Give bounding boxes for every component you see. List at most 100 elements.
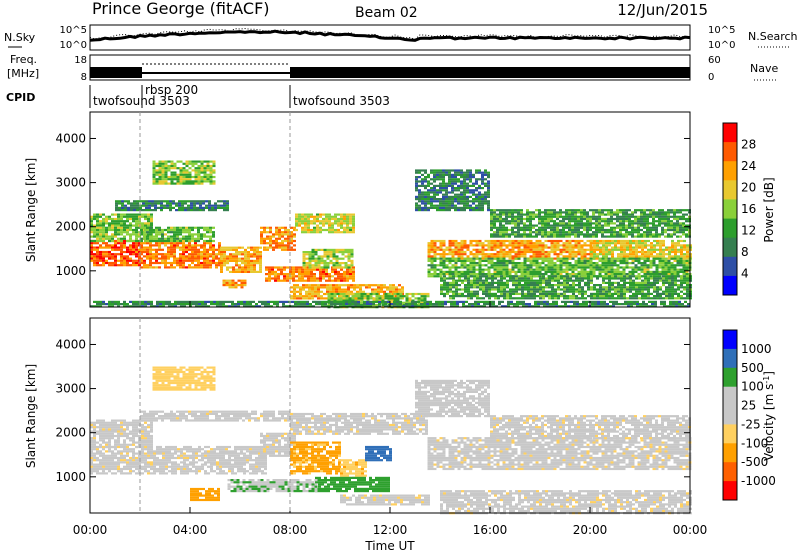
velocity-region-3	[290, 412, 428, 435]
power-region-17	[490, 209, 691, 238]
power-region-5	[140, 226, 215, 243]
noise-left-tick-bottom: 10^0	[60, 40, 87, 51]
noise-sky-trace	[89, 29, 691, 42]
power-ytick-label-1: 2000	[55, 220, 86, 234]
freq-left-tick-top: 18	[74, 55, 87, 66]
time-tick-label-1: 04:00	[173, 523, 208, 537]
velocity-colorbar: 1000 500 100 25 -25 -100 -500 -1000	[722, 329, 776, 501]
noise-panel: N.Sky 10^5 10^0 10^5 10^0 N.Search	[4, 24, 798, 51]
power-panel: 1000 2000 3000 4000 Slant Range [km] 4 8 12 16…	[24, 111, 776, 309]
power-yticks: 1000 2000 3000 4000	[55, 131, 690, 278]
power-colorbar-tick-5: 24	[741, 159, 756, 173]
power-colorbar-swatch-8	[723, 275, 737, 296]
velocity-region-13	[365, 445, 392, 462]
velocity-region-10	[190, 487, 220, 502]
velocity-region-0	[90, 445, 267, 475]
power-region-18	[415, 169, 490, 212]
power-colorbar-swatch-0	[723, 123, 737, 143]
freq-band-1	[90, 67, 142, 78]
power-region-1	[140, 242, 221, 269]
velocity-colorbar-swatch-4	[723, 405, 737, 425]
time-tick-label-4: 16:00	[473, 523, 508, 537]
velocity-panel: 1000 2000 3000 4000 00:00 04:00 08:00 12:00 16:…	[24, 317, 776, 553]
velocity-colorbar-tick-7: -1000	[741, 474, 776, 488]
power-region-16	[440, 275, 692, 300]
velocity-region-15	[440, 490, 692, 515]
cpid-change-markers	[139, 112, 291, 513]
freq-unit-label: [MHz]	[7, 67, 39, 80]
freq-right-tick-bottom: 0	[708, 72, 714, 83]
power-colorbar-tick-0: 4	[741, 267, 749, 281]
power-colorbar-tick-1: 8	[741, 245, 749, 259]
velocity-region-14	[415, 379, 490, 418]
velocity-region-6	[290, 441, 341, 475]
velocity-colorbar-tick-4: -25	[741, 417, 761, 431]
freq-label: Freq.	[10, 53, 37, 66]
time-tick-label-2: 08:00	[273, 523, 308, 537]
power-colorbar-tick-2: 12	[741, 224, 756, 238]
velocity-region-16	[490, 415, 691, 440]
power-colorbar-frame	[722, 122, 738, 296]
power-colorbar-tick-6: 28	[741, 138, 756, 152]
velocity-colorbar-swatch-8	[723, 481, 737, 501]
power-ytick-label-2: 3000	[55, 176, 86, 190]
power-colorbar-swatch-7	[723, 256, 737, 277]
velocity-colorbar-tick-1: 500	[741, 361, 764, 375]
velocity-colorbar-frame	[722, 329, 738, 501]
velocity-colorbar-swatch-3	[723, 386, 737, 407]
time-tick-label-0: 00:00	[73, 523, 108, 537]
power-colorbar-swatch-2	[723, 161, 737, 181]
velocity-yticks: 1000 2000 3000 4000	[55, 337, 690, 484]
velocity-colorbar-swatch-5	[723, 424, 737, 444]
velocity-region-7	[340, 459, 367, 479]
power-region-6	[115, 200, 229, 212]
time-tick-label-5: 20:00	[573, 523, 608, 537]
noise-sky-label: N.Sky	[4, 31, 36, 44]
velocity-ytick-label-1: 2000	[55, 426, 86, 440]
power-region-15	[427, 257, 692, 278]
power-region-0	[90, 239, 141, 267]
freq-band-2	[142, 72, 290, 74]
power-colorbar-swatch-6	[723, 237, 737, 258]
velocity-colorbar-tick-5: -100	[741, 436, 768, 450]
date-label: 12/Jun/2015	[617, 1, 708, 19]
velocity-region-9	[227, 479, 318, 493]
freq-right-tick-top: 60	[708, 55, 721, 66]
power-colorbar-swatch-5	[723, 218, 737, 239]
velocity-xticks: 00:00 04:00 08:00 12:00 16:00 20:00 00:00	[73, 507, 707, 537]
noise-right-tick-bottom: 10^0	[708, 40, 735, 51]
power-colorbar-tick-4: 20	[741, 181, 756, 195]
power-colorbar: 4 8 12 16 20 24 28	[722, 122, 756, 296]
velocity-region-8	[315, 476, 390, 493]
velocity-colorbar-tick-6: -500	[741, 455, 768, 469]
cpid-segment-1: twofsound 3503	[93, 94, 190, 108]
power-region-2	[220, 246, 262, 273]
velocity-ylabel: Slant Range [km]	[24, 364, 38, 468]
power-region-20	[222, 279, 247, 289]
power-colorbar-swatch-1	[723, 142, 737, 162]
power-region-13	[427, 239, 593, 260]
velocity-region-2	[140, 410, 290, 422]
cpid-segment-3: twofsound 3503	[293, 94, 390, 108]
velocity-colorbar-swatch-0	[723, 330, 737, 350]
velocity-colorbar-swatch-7	[723, 462, 737, 482]
velocity-region-12	[152, 366, 216, 391]
freq-panel: Freq. [MHz] 18 8 60 0 Nave	[7, 53, 778, 83]
power-region-8	[295, 213, 355, 234]
cpid-segment-2: rbsp 200	[145, 83, 198, 97]
noise-right-tick-top: 10^5	[708, 25, 735, 36]
noise-search-label: N.Search	[748, 30, 798, 43]
velocity-region-1	[90, 419, 153, 449]
power-region-3	[260, 226, 296, 251]
velocity-heatmap-data	[90, 366, 692, 515]
power-region-19	[90, 300, 690, 308]
power-region-14	[590, 239, 692, 260]
velocity-colorbar-tick-2: 100	[741, 380, 764, 394]
power-region-10	[302, 248, 354, 269]
power-heatmap-data	[90, 160, 692, 309]
velocity-ytick-label-2: 3000	[55, 382, 86, 396]
velocity-colorbar-tick-0: 1000	[741, 342, 772, 356]
freq-left-tick-bottom: 8	[81, 72, 87, 83]
beam-label: Beam 02	[355, 5, 418, 21]
